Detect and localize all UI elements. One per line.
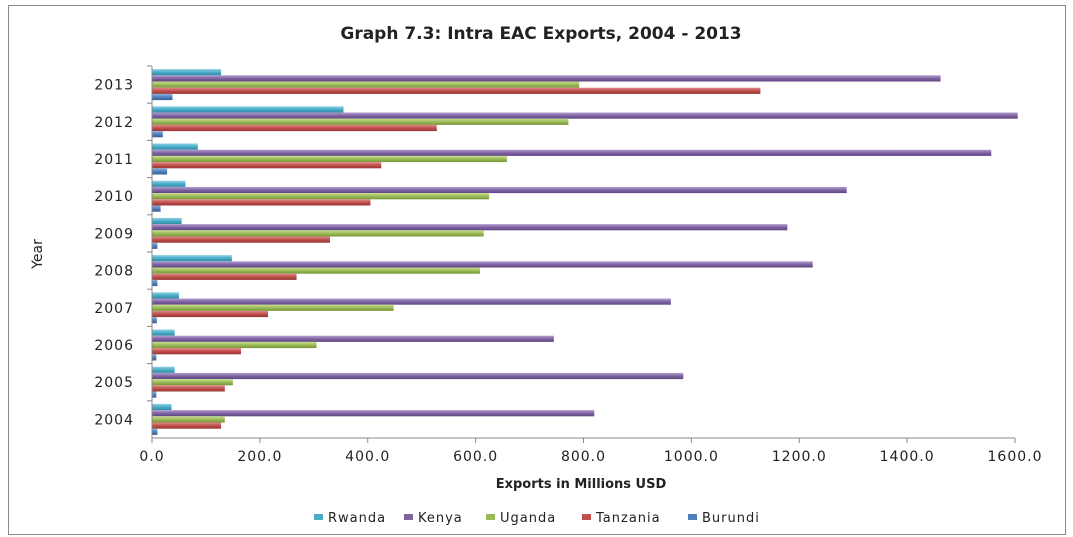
chart-frame: Graph 7.3: Intra EAC Exports, 2004 - 201…	[8, 5, 1066, 535]
bar-kenya-2005	[152, 372, 684, 380]
x-tick-label: 1200.0	[772, 449, 827, 465]
bar-tanzania-2007	[152, 310, 268, 318]
axes-group: 2004 2005 2006 2007 2008 2009 2010 2011 2012 2013…	[94, 65, 1043, 465]
x-tick-label: 1000.0	[664, 449, 719, 465]
bar-tanzania-2009	[152, 236, 330, 243]
legend-swatch	[486, 514, 495, 520]
bar-rwanda-2010	[152, 180, 186, 187]
x-tick-label: 1400.0	[880, 449, 935, 465]
x-tick-label: 600.0	[453, 449, 498, 465]
legend-item-uganda: Uganda	[486, 511, 556, 526]
x-tick-label: 0.0	[139, 449, 164, 465]
bar-rwanda-2009	[152, 217, 182, 225]
bar-rwanda-2006	[152, 329, 175, 336]
bar-uganda-2006	[152, 341, 317, 349]
legend-item-tanzania: Tanzania	[582, 511, 661, 526]
y-tick-label: 2010	[94, 189, 134, 205]
y-tick-label: 2008	[94, 264, 134, 280]
bar-rwanda-2007	[152, 292, 179, 299]
bar-kenya-2006	[152, 335, 554, 342]
y-tick-label: 2012	[94, 115, 134, 131]
bar-uganda-2008	[152, 267, 480, 274]
bar-kenya-2010	[152, 186, 847, 194]
bar-tanzania-2010	[152, 199, 371, 206]
legend-swatch	[582, 514, 591, 520]
legend-label: Kenya	[418, 511, 463, 526]
bar-kenya-2011	[152, 149, 992, 156]
y-tick-label: 2009	[94, 226, 134, 242]
legend-swatch	[314, 514, 323, 520]
bar-burundi-2007	[152, 317, 157, 324]
legend-swatch	[404, 514, 413, 520]
bar-tanzania-2012	[152, 124, 437, 132]
bar-chart: Graph 7.3: Intra EAC Exports, 2004 - 201…	[30, 24, 1043, 526]
bar-burundi-2008	[152, 279, 158, 287]
bar-uganda-2010	[152, 193, 490, 200]
bar-rwanda-2012	[152, 106, 344, 113]
y-axis-label: Year	[30, 239, 46, 270]
bar-burundi-2010	[152, 205, 161, 212]
bar-kenya-2007	[152, 298, 671, 305]
y-tick-label: 2007	[94, 301, 134, 317]
bar-tanzania-2006	[152, 348, 241, 355]
bar-rwanda-2008	[152, 255, 232, 262]
legend-item-rwanda: Rwanda	[314, 511, 386, 526]
bar-tanzania-2004	[152, 422, 222, 429]
y-tick-label: 2013	[94, 78, 134, 94]
bar-uganda-2013	[152, 81, 580, 88]
bar-kenya-2004	[152, 410, 595, 417]
bar-burundi-2013	[152, 93, 173, 101]
legend-label: Uganda	[500, 511, 556, 526]
x-tick-label: 800.0	[561, 449, 606, 465]
x-tick-label: 200.0	[237, 449, 282, 465]
bar-burundi-2006	[152, 354, 157, 361]
x-tick-label: 1600.0	[988, 449, 1043, 465]
bar-kenya-2009	[152, 224, 788, 231]
legend-label: Burundi	[702, 511, 760, 526]
y-tick-label: 2005	[94, 375, 134, 391]
bar-tanzania-2013	[152, 87, 761, 94]
legend-item-burundi: Burundi	[688, 511, 760, 526]
bar-burundi-2009	[152, 242, 158, 249]
bar-kenya-2008	[152, 261, 813, 268]
bar-tanzania-2005	[152, 385, 225, 392]
bar-kenya-2012	[152, 112, 1018, 119]
chart-title: Graph 7.3: Intra EAC Exports, 2004 - 201…	[340, 24, 741, 44]
bar-burundi-2004	[152, 428, 158, 435]
bar-burundi-2005	[152, 391, 157, 398]
legend: Rwanda Kenya Uganda Tanzania Burundi	[314, 511, 760, 526]
legend-item-kenya: Kenya	[404, 511, 463, 526]
x-tick-label: 400.0	[345, 449, 390, 465]
legend-label: Tanzania	[595, 511, 661, 526]
legend-swatch	[688, 514, 697, 520]
x-axis-label: Exports in Millions USD	[496, 477, 667, 492]
bar-tanzania-2011	[152, 162, 382, 169]
bar-uganda-2012	[152, 118, 569, 125]
bar-burundi-2011	[152, 168, 168, 175]
y-tick-label: 2006	[94, 338, 134, 354]
bar-uganda-2004	[152, 416, 225, 423]
bar-tanzania-2008	[152, 273, 297, 280]
legend-label: Rwanda	[328, 511, 386, 526]
bar-rwanda-2004	[152, 403, 172, 411]
y-tick-label: 2004	[94, 412, 134, 428]
bar-rwanda-2013	[152, 69, 222, 76]
bar-burundi-2012	[152, 131, 163, 138]
y-tick-label: 2011	[94, 152, 134, 168]
bar-uganda-2005	[152, 379, 233, 386]
bar-uganda-2009	[152, 230, 484, 237]
bar-uganda-2007	[152, 304, 394, 311]
bar-rwanda-2005	[152, 366, 175, 373]
bar-rwanda-2011	[152, 143, 198, 150]
bar-uganda-2011	[152, 155, 507, 163]
bars-group	[152, 69, 1018, 435]
bar-kenya-2013	[152, 75, 941, 82]
